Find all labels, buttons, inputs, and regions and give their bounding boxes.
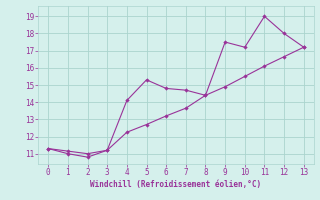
X-axis label: Windchill (Refroidissement éolien,°C): Windchill (Refroidissement éolien,°C) (91, 180, 261, 189)
